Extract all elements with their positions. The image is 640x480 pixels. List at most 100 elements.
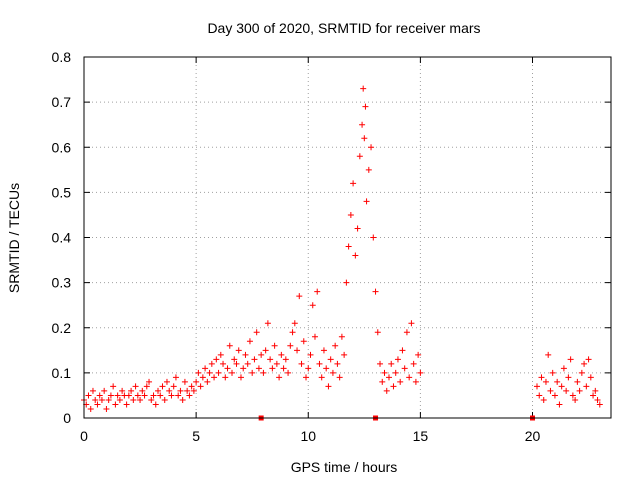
data-point — [130, 396, 137, 403]
data-point — [217, 351, 224, 358]
data-point — [592, 387, 599, 394]
data-point — [220, 360, 227, 367]
data-point — [368, 144, 375, 151]
data-point — [365, 166, 372, 173]
data-point — [199, 374, 206, 381]
data-point — [123, 401, 130, 408]
data-point — [150, 392, 157, 399]
data-point — [298, 360, 305, 367]
data-point — [356, 153, 363, 160]
data-point — [560, 365, 567, 372]
data-point — [350, 180, 357, 187]
y-tick-label: 0.4 — [52, 230, 72, 246]
data-point — [345, 243, 352, 250]
data-point — [157, 392, 164, 399]
data-point — [213, 356, 220, 363]
data-point — [569, 392, 576, 399]
data-point — [377, 360, 384, 367]
data-point — [161, 396, 168, 403]
data-point — [341, 351, 348, 358]
data-point — [360, 85, 367, 92]
data-point — [406, 374, 413, 381]
data-point — [204, 378, 211, 385]
data-point — [563, 387, 570, 394]
data-point — [166, 387, 173, 394]
data-point — [316, 360, 323, 367]
data-point — [359, 121, 366, 128]
data-point — [587, 374, 594, 381]
data-point — [264, 320, 271, 327]
data-point — [101, 387, 108, 394]
data-point — [229, 369, 236, 376]
y-tick-label: 0.8 — [52, 49, 72, 65]
data-point — [383, 387, 390, 394]
data-point — [397, 378, 404, 385]
data-point — [105, 396, 112, 403]
data-point — [576, 387, 583, 394]
data-point — [155, 387, 162, 394]
data-point — [343, 279, 350, 286]
y-axis-label: SRMTID / TECUs — [6, 183, 22, 293]
data-point — [338, 333, 345, 340]
data-point — [554, 378, 561, 385]
data-point — [114, 392, 121, 399]
data-point — [94, 401, 101, 408]
x-tick-label: 10 — [300, 428, 316, 444]
data-point — [303, 374, 310, 381]
data-point — [188, 383, 195, 390]
data-point — [280, 365, 287, 372]
data-point — [558, 383, 565, 390]
data-point — [208, 360, 215, 367]
data-point — [255, 365, 262, 372]
data-point — [146, 378, 153, 385]
data-point — [361, 135, 368, 142]
y-tick-label: 0.1 — [52, 365, 72, 381]
data-point — [260, 369, 267, 376]
data-point — [590, 392, 597, 399]
data-point — [240, 365, 247, 372]
data-point — [87, 405, 94, 412]
data-point — [305, 365, 312, 372]
data-point — [583, 383, 590, 390]
data-point — [235, 347, 242, 354]
y-tick-label: 0 — [63, 410, 71, 426]
data-point — [85, 392, 92, 399]
data-point — [137, 396, 144, 403]
data-point — [327, 356, 334, 363]
y-tick-label: 0.3 — [52, 275, 72, 291]
data-point — [89, 387, 96, 394]
data-point — [119, 387, 126, 394]
data-point — [276, 374, 283, 381]
data-point — [233, 360, 240, 367]
data-point — [285, 369, 292, 376]
y-tick-label: 0.7 — [52, 94, 72, 110]
data-point — [381, 369, 388, 376]
data-point — [415, 351, 422, 358]
data-point — [547, 387, 554, 394]
data-point — [159, 383, 166, 390]
data-point — [417, 369, 424, 376]
data-point — [170, 383, 177, 390]
data-point — [96, 392, 103, 399]
data-point — [98, 396, 105, 403]
data-point — [269, 365, 276, 372]
data-point — [581, 360, 588, 367]
data-point — [92, 396, 99, 403]
data-point — [139, 387, 146, 394]
data-point — [278, 351, 285, 358]
data-point — [267, 356, 274, 363]
data-point — [374, 329, 381, 336]
x-tick-label: 20 — [525, 428, 541, 444]
data-point — [352, 252, 359, 259]
y-tick-label: 0.6 — [52, 139, 72, 155]
tick-label-layer: 0 0.1 0.2 0.3 0.4 0.5 0.6 0.7 0.8 0 5 10 15 20 — [52, 49, 541, 444]
data-point — [318, 374, 325, 381]
data-point — [329, 369, 336, 376]
data-point — [320, 347, 327, 354]
data-point — [262, 347, 269, 354]
data-point — [394, 356, 401, 363]
grid-layer — [84, 57, 611, 418]
data-point — [143, 383, 150, 390]
points-layer — [81, 85, 603, 412]
data-point — [533, 383, 540, 390]
